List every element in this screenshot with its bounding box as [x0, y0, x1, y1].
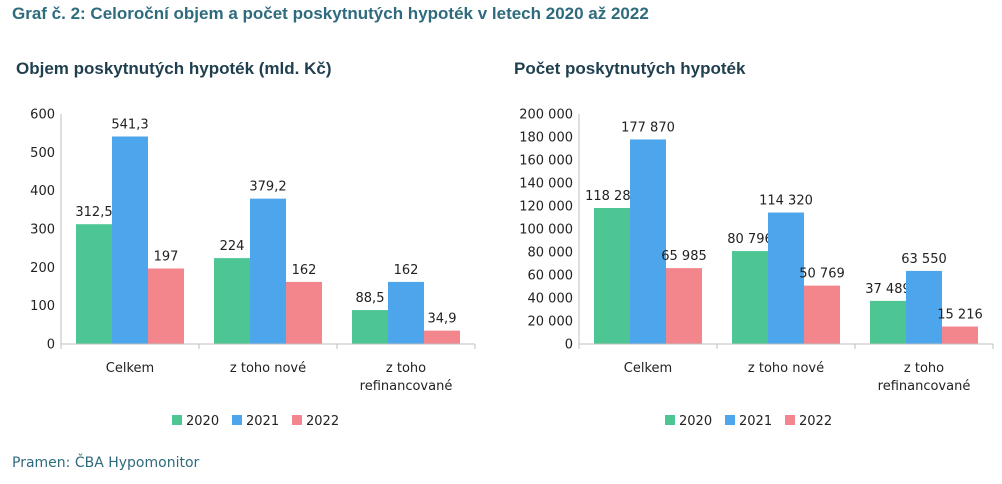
count-ytick-label: 80 000	[528, 246, 574, 261]
volume-ytick-label: 0	[47, 338, 55, 353]
volume-category-label: Celkem	[106, 361, 154, 376]
count-data-label: 114 320	[759, 194, 813, 209]
volume-category-label: z toho nové	[230, 361, 306, 376]
volume-legend-swatch	[232, 415, 242, 425]
count-data-label: 37 489	[865, 282, 911, 297]
volume-bar	[424, 330, 460, 344]
count-data-label: 118 285	[585, 189, 639, 204]
volume-category-label: refinancované	[360, 379, 453, 394]
volume-data-label: 162	[394, 263, 419, 278]
count-legend-swatch	[665, 415, 675, 425]
volume-ytick-label: 100	[30, 299, 55, 314]
volume-category-label: z toho	[386, 361, 426, 376]
count-ytick-label: 40 000	[528, 292, 574, 307]
volume-data-label: 197	[154, 249, 179, 264]
count-legend-label: 2022	[799, 414, 832, 429]
volume-bar	[214, 258, 250, 344]
count-bar	[870, 300, 906, 344]
count-category-label: Celkem	[624, 361, 672, 376]
volume-data-label: 224	[220, 239, 245, 254]
count-bar	[804, 285, 840, 344]
count-ytick-label: 180 000	[519, 131, 573, 146]
volume-data-label: 312,5	[75, 205, 112, 220]
volume-legend-label: 2022	[306, 414, 339, 429]
volume-data-label: 34,9	[428, 312, 457, 327]
volume-bar	[286, 281, 322, 344]
count-bar	[942, 326, 978, 344]
count-bar	[906, 270, 942, 344]
volume-bar	[112, 136, 148, 344]
count-bar	[768, 212, 804, 344]
count-legend-label: 2020	[679, 414, 712, 429]
count-bar	[594, 207, 630, 344]
volume-legend-swatch	[292, 415, 302, 425]
count-category-label: z toho	[904, 361, 944, 376]
count-bar	[630, 139, 666, 344]
count-ytick-label: 20 000	[528, 315, 574, 330]
count-data-label: 63 550	[901, 252, 947, 267]
count-ytick-label: 100 000	[519, 223, 573, 238]
count-ytick-label: 120 000	[519, 200, 573, 215]
count-data-label: 15 216	[937, 308, 983, 323]
count-ytick-label: 200 000	[519, 108, 573, 123]
figure-title: Graf č. 2: Celoroční objem a počet posky…	[12, 4, 649, 23]
volume-legend-swatch	[172, 415, 182, 425]
count-chart-title: Počet poskytnutých hypoték	[514, 59, 746, 78]
volume-data-label: 541,3	[111, 118, 148, 133]
count-ytick-label: 160 000	[519, 154, 573, 169]
source-note: Pramen: ČBA Hypomonitor	[12, 455, 200, 471]
volume-bar	[250, 198, 286, 344]
count-legend-swatch	[785, 415, 795, 425]
volume-bar	[76, 224, 112, 344]
count-ytick-label: 60 000	[528, 269, 574, 284]
volume-ytick-label: 300	[30, 223, 55, 238]
count-legend-swatch	[725, 415, 735, 425]
volume-data-label: 88,5	[356, 291, 385, 306]
volume-ytick-label: 400	[30, 184, 55, 199]
volume-ytick-label: 500	[30, 146, 55, 161]
volume-data-label: 162	[292, 263, 317, 278]
count-data-label: 65 985	[661, 249, 707, 264]
count-ytick-label: 0	[565, 338, 573, 353]
volume-legend-label: 2020	[186, 414, 219, 429]
count-legend-label: 2021	[739, 414, 772, 429]
volume-bar	[352, 310, 388, 344]
count-data-label: 177 870	[621, 120, 675, 135]
volume-ytick-label: 200	[30, 261, 55, 276]
volume-chart-title: Objem poskytnutých hypoték (mld. Kč)	[16, 59, 332, 78]
count-data-label: 50 769	[799, 267, 845, 282]
volume-data-label: 379,2	[249, 180, 286, 195]
volume-ytick-label: 600	[30, 108, 55, 123]
volume-bar	[388, 281, 424, 344]
count-bar	[732, 251, 768, 344]
count-category-label: refinancované	[878, 379, 971, 394]
count-bar	[666, 268, 702, 344]
count-ytick-label: 140 000	[519, 177, 573, 192]
volume-bar	[148, 268, 184, 344]
count-category-label: z toho nové	[748, 361, 824, 376]
count-data-label: 80 796	[727, 232, 773, 247]
volume-legend-label: 2021	[246, 414, 279, 429]
